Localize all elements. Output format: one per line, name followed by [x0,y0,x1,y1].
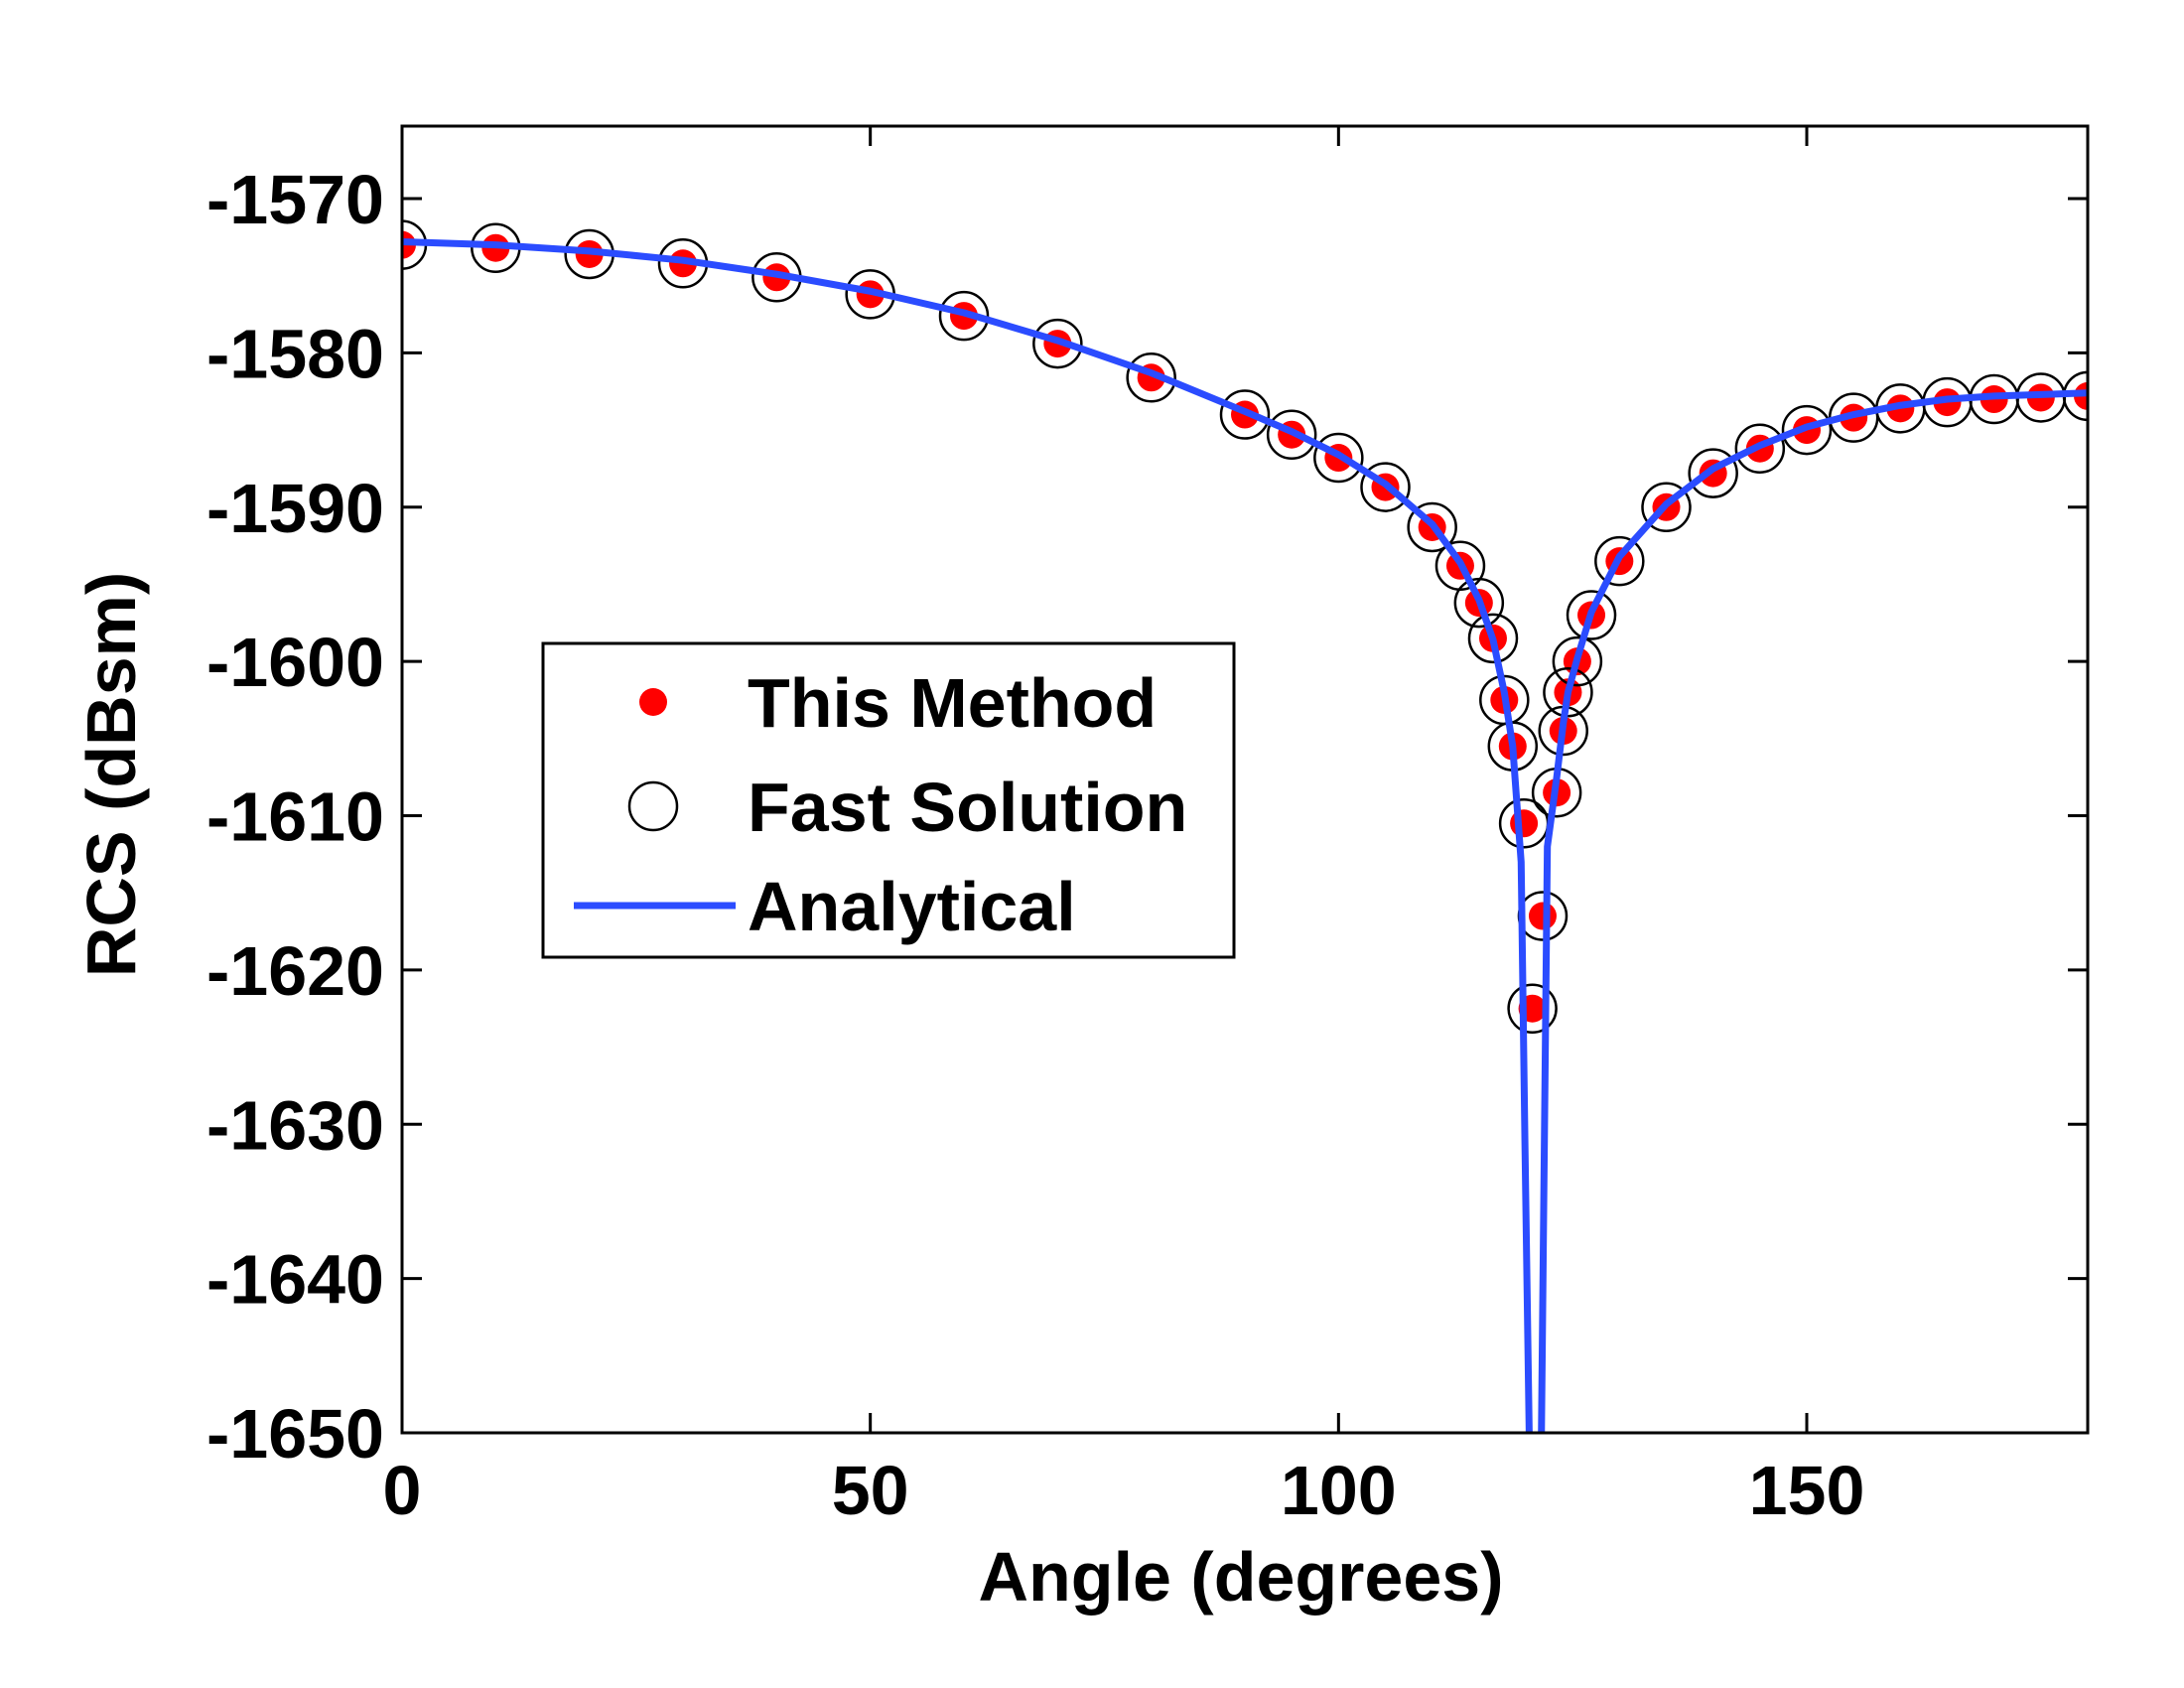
data-point [1781,404,1833,456]
y-tick-label: -1570 [206,161,384,238]
y-tick-label: -1640 [206,1241,384,1319]
x-axis-label: Angle (degrees) [979,1538,1504,1616]
legend-label: This Method [748,664,1157,742]
y-tick-label: -1650 [206,1395,384,1473]
data-point [1507,983,1558,1034]
data-point [1688,448,1738,498]
x-tick-label: 100 [1281,1452,1397,1529]
y-tick-label: -1610 [206,778,384,856]
data-point [1543,666,1593,718]
y-tick-label: -1620 [206,932,384,1010]
y-tick-label: -1600 [206,624,384,701]
data-point [1641,482,1692,533]
data-point [1126,352,1176,403]
data-point [1407,501,1457,553]
legend-symbol [627,780,679,832]
data-point [1552,635,1603,687]
y-tick-label: -1630 [206,1086,384,1164]
y-axis-label: RCS (dBsm) [72,572,150,977]
y-tick-label: -1580 [206,315,384,392]
data-point [1313,432,1364,484]
data-point [1266,409,1317,460]
x-tick-label: 50 [832,1452,909,1529]
data-line [402,238,2088,1433]
legend-symbol [639,688,667,716]
x-tick-label: 150 [1749,1452,1865,1529]
legend-label: Fast Solution [748,769,1187,846]
data-point [1734,423,1786,474]
y-tick-label: -1590 [206,470,384,547]
data-point [1566,590,1617,640]
data-point [1032,318,1083,369]
data-point [1219,389,1271,440]
legend-label: Analytical [748,868,1076,945]
data-point [1594,535,1645,587]
data-point [938,290,990,342]
data-point [1453,577,1505,629]
data-point [1360,462,1411,512]
plot-area [402,219,2088,1433]
x-tick-label: 0 [383,1452,422,1529]
data-point [1528,902,1557,930]
data-point [1467,613,1519,664]
legend: This Method Fast Solution Analytical [541,641,1236,959]
axes-box [400,124,2090,1435]
